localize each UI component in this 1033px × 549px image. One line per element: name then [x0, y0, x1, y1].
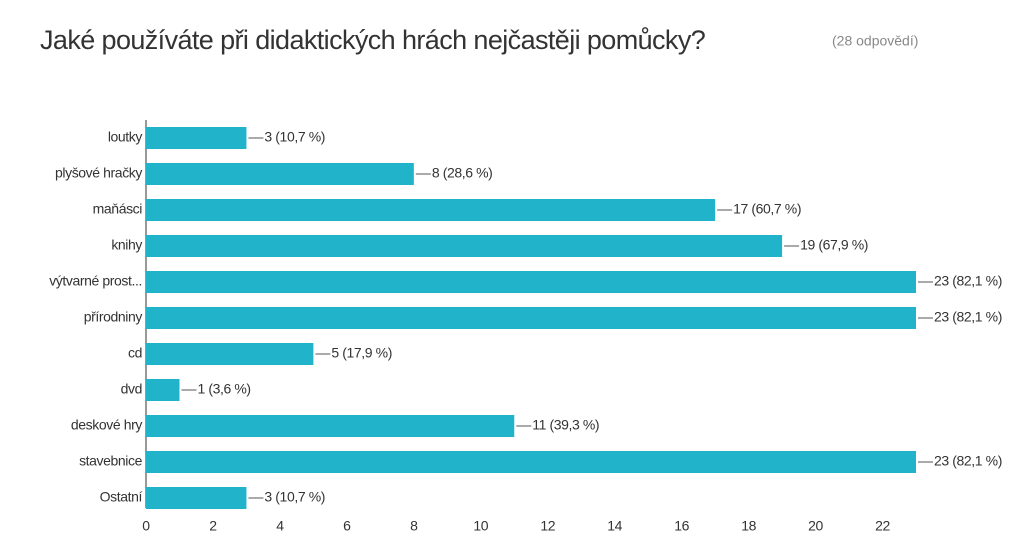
bar	[146, 271, 916, 293]
x-tick-label: 16	[674, 518, 689, 534]
y-tick-label: deskové hry	[71, 417, 142, 433]
value-label: 3 (10,7 %)	[264, 489, 325, 505]
x-tick-label: 20	[808, 518, 823, 534]
chart-title: Jaké používáte při didaktických hrách ne…	[40, 25, 706, 55]
x-tick-label: 18	[741, 518, 756, 534]
x-tick-label: 22	[875, 518, 890, 534]
y-tick-label: cd	[128, 345, 142, 361]
bar	[146, 307, 916, 329]
value-label: 5 (17,9 %)	[331, 345, 392, 361]
y-tick-label: stavebnice	[79, 453, 143, 469]
value-label: 17 (60,7 %)	[733, 201, 801, 217]
x-tick-label: 0	[142, 518, 150, 534]
bar	[146, 451, 916, 473]
bar	[146, 415, 515, 437]
value-label: 19 (67,9 %)	[800, 237, 868, 253]
y-tick-label: Ostatní	[100, 489, 143, 505]
bar	[146, 487, 247, 509]
value-label: 3 (10,7 %)	[264, 129, 325, 145]
y-tick-label: přírodniny	[84, 309, 143, 325]
y-tick-label: plyšové hračky	[55, 165, 142, 181]
bar	[146, 379, 180, 401]
x-tick-label: 4	[276, 518, 284, 534]
bar	[146, 343, 314, 365]
value-label: 23 (82,1 %)	[934, 273, 1002, 289]
x-tick-label: 10	[473, 518, 488, 534]
x-tick-label: 12	[540, 518, 555, 534]
x-tick-label: 2	[209, 518, 217, 534]
value-label: 11 (39,3 %)	[532, 417, 599, 433]
value-label: 1 (3,6 %)	[197, 381, 250, 397]
bar	[146, 235, 783, 257]
y-tick-label: loutky	[108, 129, 143, 145]
bar	[146, 163, 414, 185]
bar	[146, 127, 247, 149]
x-tick-label: 6	[343, 518, 351, 534]
y-tick-label: dvd	[121, 381, 142, 397]
y-tick-label: maňásci	[93, 201, 143, 217]
x-tick-label: 14	[607, 518, 622, 534]
chart-subtitle: (28 odpovědí)	[832, 33, 918, 49]
x-tick-label: 8	[410, 518, 418, 534]
value-label: 8 (28,6 %)	[432, 165, 493, 181]
value-label: 23 (82,1 %)	[934, 453, 1002, 469]
y-tick-label: knihy	[111, 237, 142, 253]
bar	[146, 199, 716, 221]
value-label: 23 (82,1 %)	[934, 309, 1002, 325]
y-tick-label: výtvarné prost...	[49, 273, 142, 289]
